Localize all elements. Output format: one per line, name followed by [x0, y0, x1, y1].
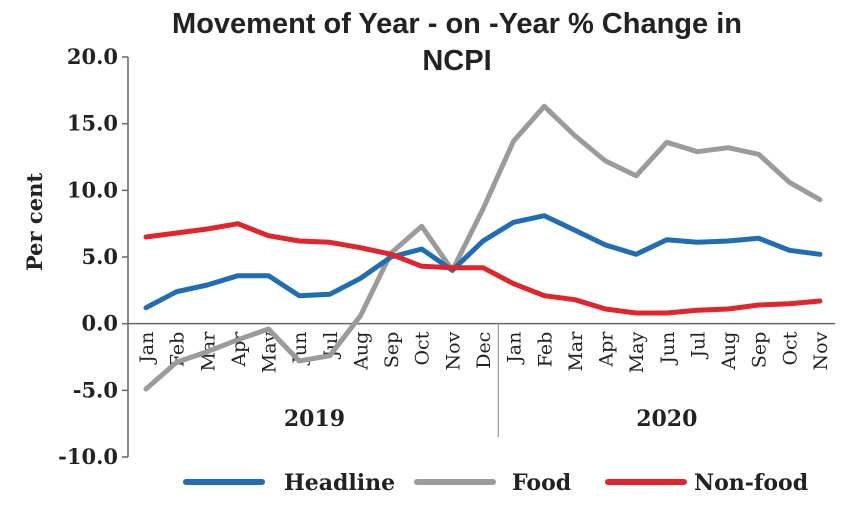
x-tick-label: Feb [534, 332, 556, 368]
chart-title: Movement of Year - on -Year % Change in … [172, 8, 742, 77]
y-tick-label: 15.0 [67, 111, 118, 136]
legend: Headline Food Non-food [183, 470, 808, 496]
x-tick-label: Jul [320, 332, 342, 360]
y-tick-label: -5.0 [73, 377, 118, 402]
x-tick-label: Apr [596, 331, 618, 368]
x-tick-label: May [259, 331, 281, 373]
legend-label: Food [512, 470, 571, 496]
x-tick-label: Nov [810, 331, 832, 370]
x-tick-label: Jun [657, 332, 679, 366]
group-year-label: 2020 [636, 406, 697, 432]
y-tick-label: -10.0 [58, 444, 118, 469]
x-tick-label: Mar [565, 331, 587, 372]
group-year-label: 2019 [284, 406, 345, 432]
series-line-non-food [143, 221, 823, 316]
series-lines [143, 103, 823, 392]
chart-title-line-1: Movement of Year - on -Year % Change in [172, 8, 742, 40]
y-tick-label: 20.0 [67, 44, 118, 69]
x-tick-label: Nov [442, 331, 464, 370]
x-tick-label: Aug [718, 332, 740, 371]
x-tick-label: Sep [381, 332, 403, 368]
x-tick-label: Jul [687, 332, 709, 360]
x-tick-label: Dec [473, 332, 495, 369]
y-axis-label: Per cent [22, 173, 47, 271]
x-tick-label: Jan [136, 332, 158, 365]
chart-title-line-2: NCPI [422, 45, 491, 77]
legend-label: Non-food [694, 470, 808, 496]
y-tick-label: 0.0 [81, 311, 118, 336]
x-tick-label: Oct [412, 331, 434, 365]
axes: 20.0 15.0 10.0 5.0 0.0 -5.0 -10.0 Jan Feb Mar Apr M… [58, 44, 835, 469]
y-tick-label: 5.0 [81, 244, 118, 269]
y-tick-label: 10.0 [67, 177, 118, 202]
x-tick-label: Aug [350, 332, 372, 371]
series-line-food [143, 103, 823, 392]
legend-label: Headline [284, 470, 395, 496]
series-line-headline [143, 213, 823, 311]
x-tick-label: Oct [779, 331, 801, 365]
x-tick-label: Jan [504, 332, 526, 365]
x-tick-label: Sep [749, 332, 771, 368]
x-tick-label: May [626, 331, 648, 373]
